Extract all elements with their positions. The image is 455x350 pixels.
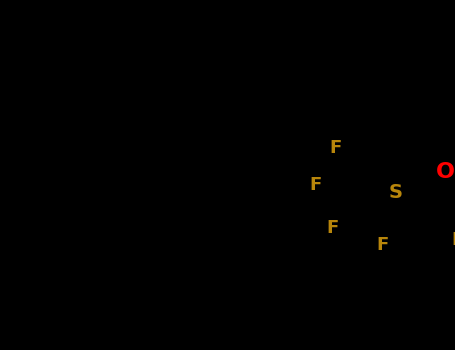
Text: F: F: [376, 236, 389, 254]
Text: F: F: [329, 139, 342, 157]
Text: F: F: [309, 176, 322, 194]
Text: O: O: [436, 162, 455, 182]
Text: F: F: [326, 219, 339, 237]
Text: S: S: [389, 182, 403, 202]
Text: F: F: [451, 231, 455, 249]
